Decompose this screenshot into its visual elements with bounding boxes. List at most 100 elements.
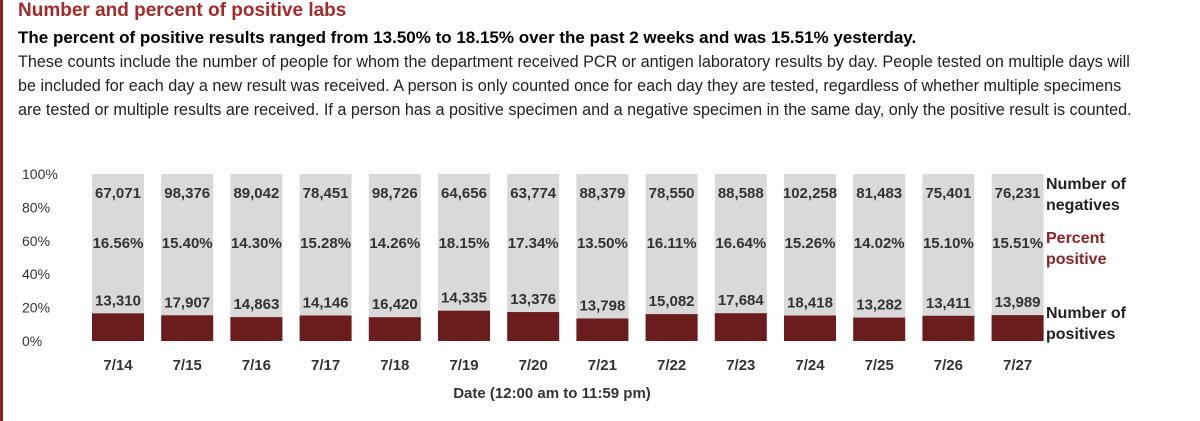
bar-positives (853, 317, 906, 341)
bar-negatives (784, 174, 836, 341)
percent-positive-data-label: 16.56% (93, 235, 144, 252)
legend-positives-line2: positives (1046, 326, 1115, 343)
x-tick-label: 7/21 (588, 357, 617, 374)
percent-positive-data-label: 14.26% (369, 235, 420, 252)
positives-data-label: 13,989 (995, 294, 1041, 311)
chart-title: Number and percent of positive labs (18, 0, 347, 21)
negatives-data-label: 98,376 (164, 185, 210, 202)
positives-data-label: 13,310 (95, 292, 141, 309)
percent-positive-data-label: 16.11% (647, 235, 697, 252)
positives-data-label: 17,907 (164, 294, 210, 311)
x-tick-label: 7/16 (242, 357, 271, 374)
bar-positives (299, 315, 352, 341)
x-tick-label: 7/24 (795, 357, 825, 374)
bar-negatives (991, 174, 1044, 341)
bar-negatives (92, 174, 144, 341)
negatives-data-label: 81,483 (856, 185, 902, 202)
legend-negatives-line1: Number of (1046, 176, 1127, 193)
positives-data-label: 17,684 (718, 292, 765, 309)
legend-percent-line2: positive (1046, 251, 1107, 268)
bar-positives (645, 314, 698, 341)
bar-positives (438, 310, 490, 341)
negatives-data-label: 78,550 (649, 185, 695, 202)
positives-data-label: 18,418 (787, 295, 833, 312)
negatives-data-label: 76,231 (995, 185, 1041, 202)
percent-positive-data-label: 14.02% (854, 235, 905, 252)
bar-positives (161, 315, 214, 341)
left-accent-bar (0, 0, 3, 421)
negatives-data-label: 63,774 (510, 185, 557, 202)
bar-positives (714, 313, 767, 341)
x-tick-label: 7/14 (103, 357, 133, 374)
negatives-data-label: 67,071 (95, 185, 141, 202)
bar-negatives (299, 174, 352, 341)
negatives-data-label: 98,726 (372, 185, 418, 202)
x-tick-label: 7/27 (1003, 357, 1032, 374)
positives-data-label: 13,798 (579, 297, 625, 314)
negatives-data-label: 102,258 (783, 185, 837, 202)
positives-data-label: 16,420 (372, 296, 418, 313)
y-tick-label: 40% (22, 266, 50, 282)
positives-data-label: 13,411 (926, 295, 971, 312)
positives-data-label: 15,082 (649, 293, 695, 310)
bar-positives (230, 317, 283, 341)
x-tick-label: 7/17 (311, 357, 340, 374)
bar-positives (784, 315, 836, 341)
negatives-data-label: 64,656 (441, 185, 487, 202)
bar-negatives (853, 174, 906, 341)
negatives-data-label: 88,379 (579, 185, 625, 202)
bar-negatives (922, 174, 975, 341)
bar-negatives (161, 174, 214, 341)
positives-data-label: 14,863 (233, 296, 279, 313)
bar-negatives (230, 174, 283, 341)
bar-positives (576, 318, 629, 341)
positives-data-label: 13,376 (510, 291, 556, 308)
percent-positive-data-label: 15.10% (923, 235, 974, 252)
percent-positive-data-label: 13.50% (577, 235, 628, 252)
y-tick-label: 100% (22, 166, 58, 182)
bar-positives (92, 313, 144, 341)
y-tick-label: 60% (22, 233, 50, 249)
percent-positive-data-label: 15.26% (785, 235, 836, 252)
x-tick-label: 7/25 (865, 357, 894, 374)
negatives-data-label: 75,401 (925, 185, 971, 202)
y-tick-label: 80% (22, 199, 50, 215)
chart-description: These counts include the number of peopl… (18, 53, 1132, 119)
bar-positives (991, 315, 1044, 341)
bar-positives (507, 312, 560, 341)
y-tick-label: 20% (22, 300, 50, 316)
bar-positives (368, 317, 421, 341)
positives-data-label: 14,335 (441, 290, 487, 307)
legend-positives-line1: Number of (1046, 305, 1127, 322)
percent-positive-data-label: 14.30% (231, 235, 282, 252)
x-tick-label: 7/22 (657, 357, 686, 374)
negatives-data-label: 88,588 (718, 185, 764, 202)
bar-negatives (576, 174, 629, 341)
percent-positive-data-label: 15.28% (300, 235, 351, 252)
percent-positive-data-label: 15.51% (992, 235, 1043, 252)
legend-percent-line1: Percent (1046, 230, 1105, 247)
x-axis-title: Date (12:00 am to 11:59 pm) (453, 385, 651, 402)
x-tick-label: 7/23 (726, 357, 755, 374)
x-tick-label: 7/20 (519, 357, 548, 374)
bar-negatives (368, 174, 421, 341)
positives-data-label: 13,282 (856, 297, 902, 314)
x-tick-label: 7/15 (173, 357, 202, 374)
bar-positives (922, 315, 975, 341)
legend-negatives-line2: negatives (1046, 197, 1120, 214)
x-tick-label: 7/18 (380, 357, 409, 374)
percent-positive-data-label: 18.15% (439, 235, 490, 252)
negatives-data-label: 78,451 (303, 185, 349, 202)
bar-negatives (714, 174, 767, 341)
percent-positive-data-label: 17.34% (508, 235, 559, 252)
percent-positive-data-label: 15.40% (162, 235, 213, 252)
percent-positive-data-label: 16.64% (715, 235, 766, 252)
x-tick-label: 7/26 (934, 357, 963, 374)
x-tick-label: 7/19 (449, 357, 478, 374)
positives-data-label: 14,146 (303, 294, 349, 311)
y-tick-label: 0% (22, 333, 42, 349)
bar-negatives (645, 174, 698, 341)
chart-subtitle: The percent of positive results ranged f… (18, 28, 917, 47)
negatives-data-label: 89,042 (233, 185, 279, 202)
